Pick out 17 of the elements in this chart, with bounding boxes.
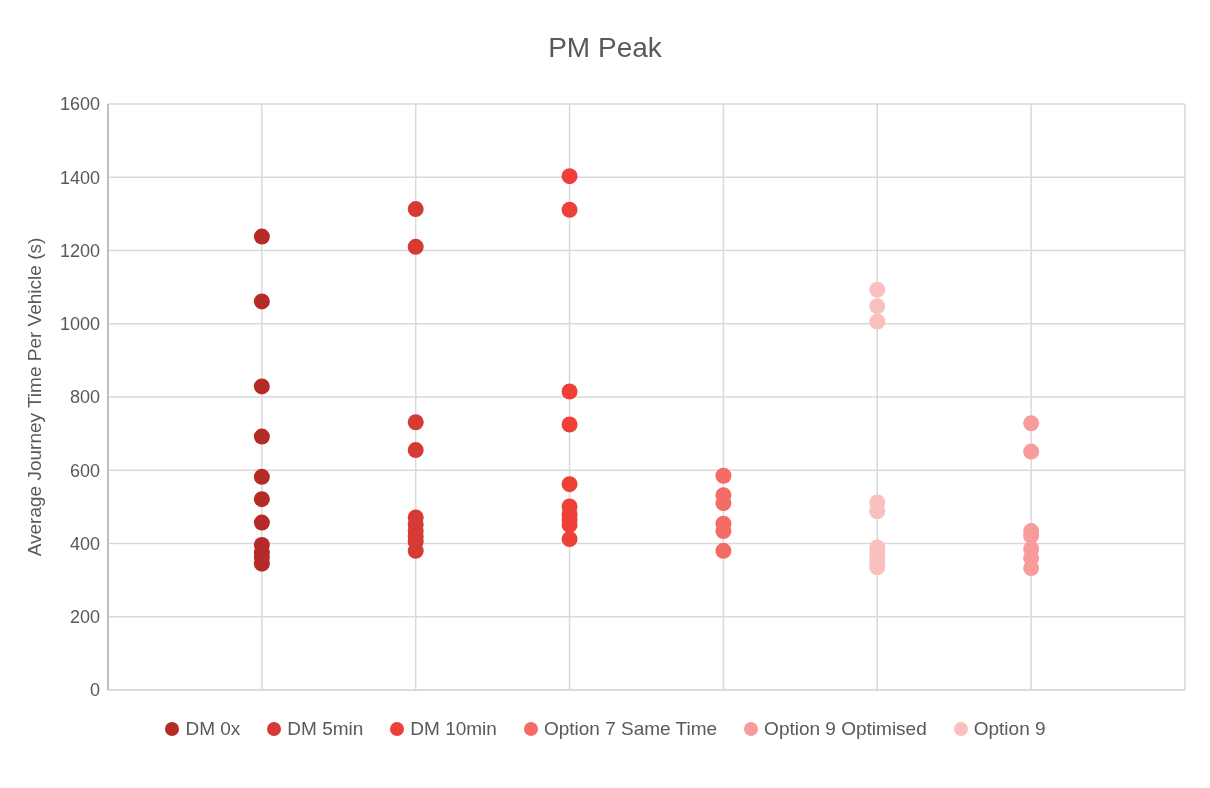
- y-tick-label: 1600: [59, 94, 100, 115]
- y-tick-label: 0: [89, 680, 100, 701]
- y-tick-label: 200: [69, 607, 100, 628]
- legend-label: Option 9: [973, 718, 1046, 740]
- legend-label: Option 7 Same Time: [543, 718, 718, 740]
- chart-title: PM Peak: [547, 31, 663, 65]
- y-tick-label: 1000: [59, 314, 100, 335]
- legend-label: DM 5min: [287, 718, 364, 740]
- y-axis-title: Average Journey Time Per Vehicle (s): [23, 237, 45, 557]
- legend-label: Option 9 Optimised: [764, 718, 927, 740]
- y-tick-label: 400: [69, 533, 100, 554]
- legend-label: DM 0x: [185, 718, 241, 740]
- y-tick-label: 800: [69, 387, 100, 408]
- legend-label: DM 10min: [410, 718, 497, 740]
- y-tick-label: 1200: [59, 240, 100, 261]
- y-tick-label: 600: [69, 460, 100, 481]
- y-tick-label: 1400: [59, 167, 100, 188]
